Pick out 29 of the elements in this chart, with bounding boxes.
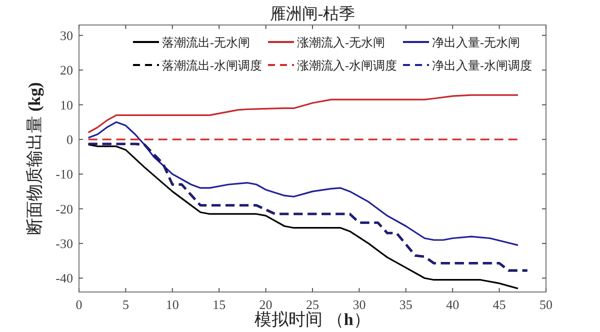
y-tick-label: 20 xyxy=(60,62,73,78)
y-tick-label: -30 xyxy=(56,236,73,251)
legend-label: 净出入量-无水闸 xyxy=(432,36,520,50)
x-tick-label: 45 xyxy=(492,297,506,312)
y-tick-label: 0 xyxy=(66,132,73,147)
x-tick-label: 30 xyxy=(352,297,366,312)
x-tick-label: 40 xyxy=(446,297,460,312)
line-series xyxy=(88,94,519,134)
y-tick-label: 10 xyxy=(60,97,73,112)
x-tick-label: 50 xyxy=(540,297,552,312)
y-tick-label: -40 xyxy=(56,270,73,286)
legend-label: 落潮流出-水闸调度 xyxy=(162,58,262,72)
x-tick-label: 25 xyxy=(306,297,319,312)
y-tick-label: -10 xyxy=(56,166,73,182)
legend-label: 净出入量-水闸调度 xyxy=(432,58,532,72)
x-tick-label: 15 xyxy=(212,297,226,312)
legend-label: 涨潮流入-水闸调度 xyxy=(297,58,397,72)
y-tick-label: 30 xyxy=(60,28,73,43)
legend-label: 落潮流出-无水闸 xyxy=(162,36,250,50)
x-tick-label: 0 xyxy=(76,297,82,312)
x-tick-label: 20 xyxy=(259,297,272,312)
x-tick-label: 5 xyxy=(122,297,129,312)
x-tick-label: 10 xyxy=(166,297,179,312)
x-axis-title: 模拟时间 （h） xyxy=(254,310,370,329)
chart-title: 雁洲闸-枯季 xyxy=(270,5,356,23)
y-axis-title: 断面物质输出量 (kg) xyxy=(25,82,44,235)
y-tick-label: -20 xyxy=(56,201,73,216)
legend-label: 涨潮流入-无水闸 xyxy=(297,36,385,50)
x-tick-label: 35 xyxy=(399,297,412,312)
